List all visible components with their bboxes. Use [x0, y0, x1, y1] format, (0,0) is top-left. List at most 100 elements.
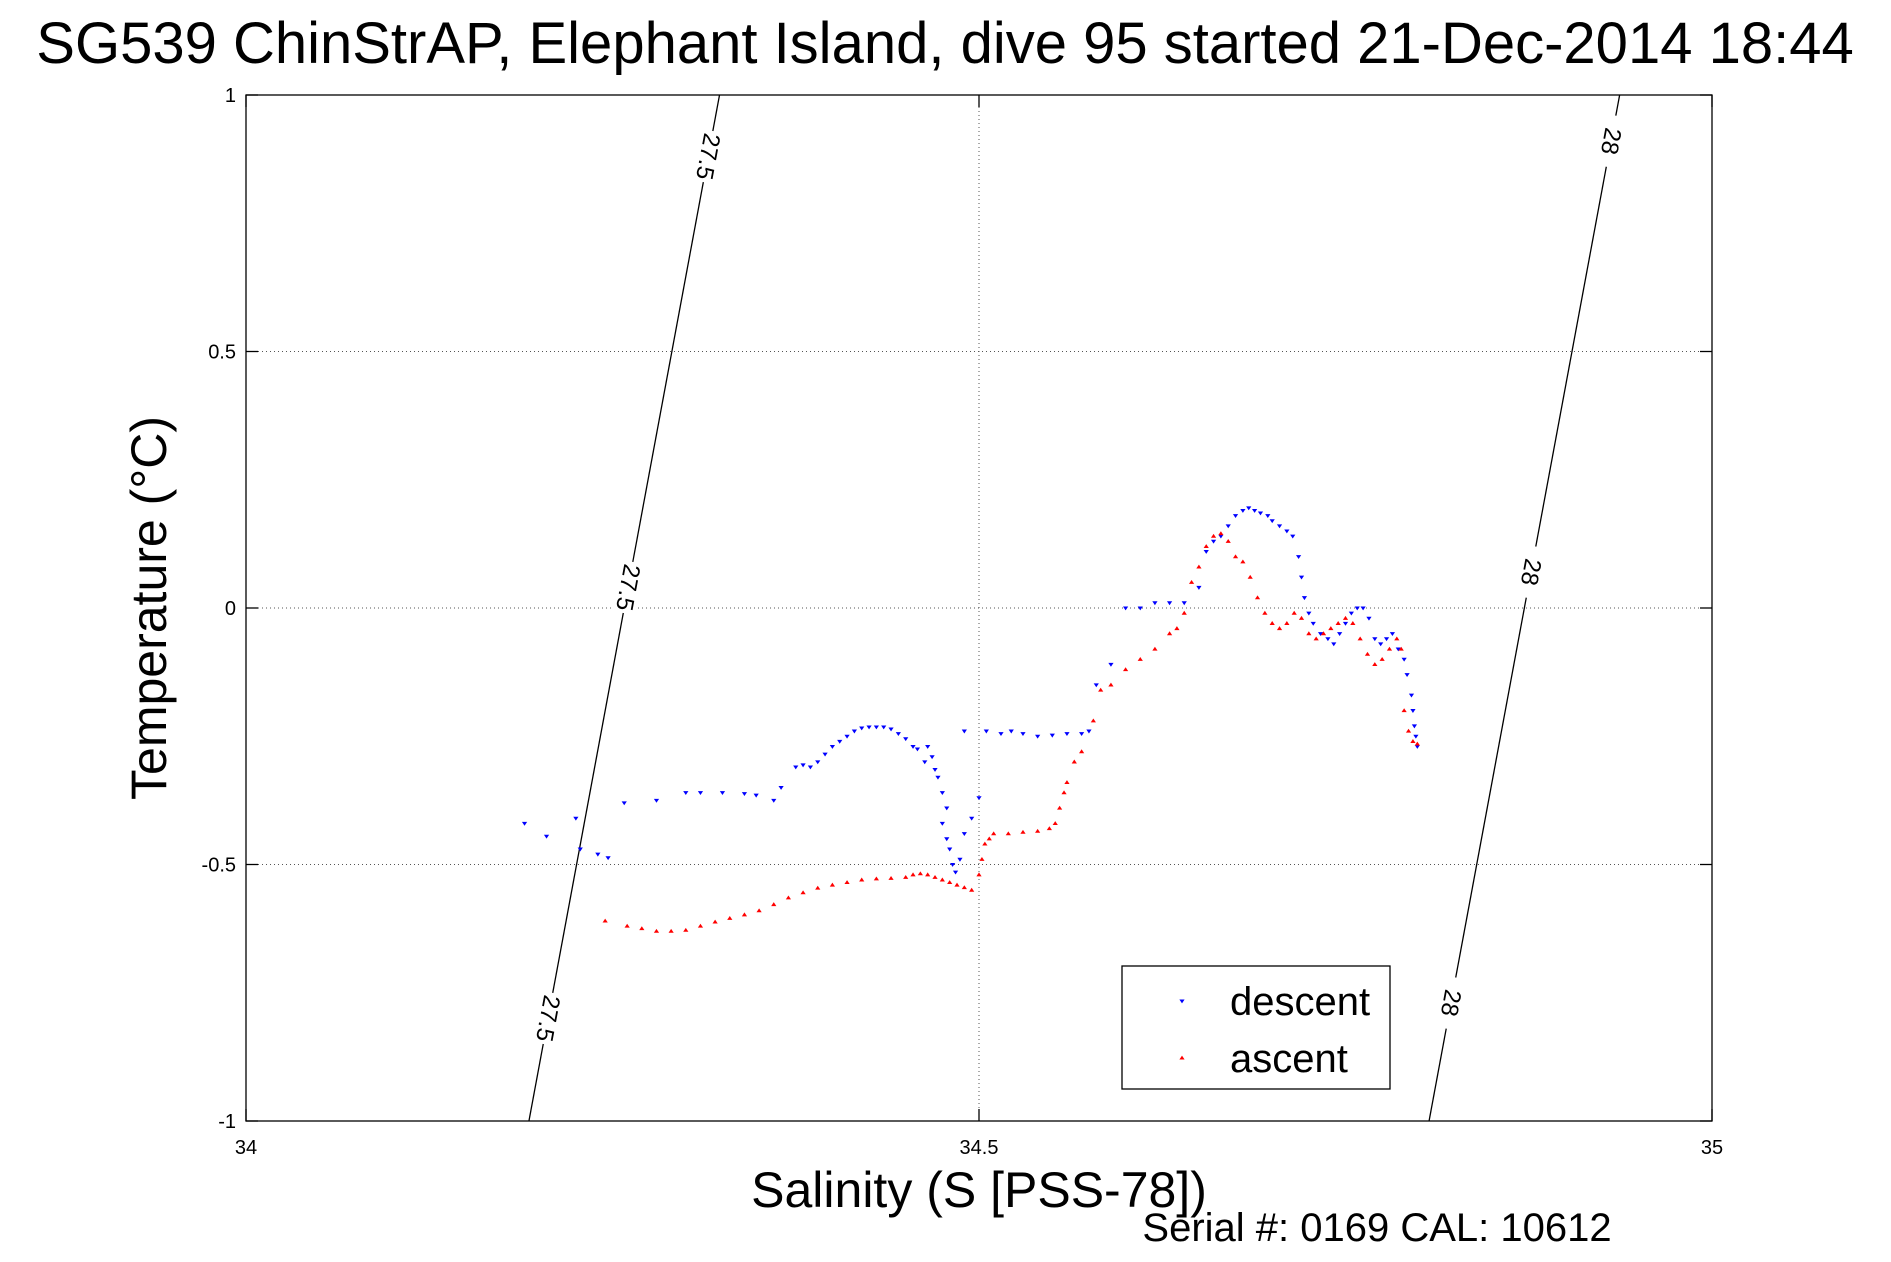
ascent-point — [903, 874, 909, 879]
descent-point — [683, 791, 689, 796]
contour-label-bg — [1593, 113, 1629, 170]
ascent-point — [1181, 610, 1187, 615]
descent-point — [873, 725, 879, 730]
ascent-point — [873, 876, 879, 881]
y-axis-label: Temperature (°C) — [121, 416, 177, 800]
descent-point — [778, 785, 784, 790]
contour-label: 28 — [1435, 987, 1466, 1018]
ascent-point — [1137, 656, 1143, 661]
descent-point — [1389, 632, 1396, 636]
y-tick-label: 0 — [225, 598, 236, 620]
x-tick-label: 34 — [235, 1137, 257, 1159]
descent-point — [922, 760, 928, 765]
descent-point — [1196, 585, 1202, 590]
descent-point — [1360, 606, 1366, 611]
descent-point — [1265, 514, 1271, 518]
contour-label: 28 — [1595, 125, 1626, 156]
x-tick-label: 34.5 — [960, 1137, 999, 1159]
descent-point — [697, 791, 704, 796]
descent-point — [605, 856, 611, 861]
descent-point — [1252, 508, 1258, 513]
ascent-point — [727, 916, 733, 920]
descent-point — [932, 768, 938, 772]
ascent-point — [712, 919, 718, 924]
ascent-point — [1218, 531, 1224, 536]
ascent-point — [639, 926, 645, 931]
descent-point — [939, 791, 945, 796]
descent-point — [1246, 506, 1252, 511]
descent-point — [1348, 611, 1354, 616]
descent-point — [573, 816, 579, 821]
ascent-point — [1372, 662, 1378, 666]
ascent-point — [1342, 615, 1349, 620]
ascent-point — [1196, 564, 1202, 569]
descent-point — [1079, 732, 1085, 737]
descent-point — [1310, 621, 1316, 626]
descent-point — [914, 747, 921, 752]
ascent-point — [844, 880, 850, 885]
ascent-point — [1262, 610, 1268, 615]
descent-point — [910, 744, 916, 749]
ascent-point — [815, 885, 821, 890]
descent-point — [1342, 621, 1349, 626]
ascent-point — [1298, 615, 1305, 620]
contour-label: 27.5 — [690, 131, 725, 182]
ascent-point — [1313, 636, 1319, 641]
descent-point — [1218, 534, 1224, 539]
descent-point — [621, 801, 627, 806]
ascent-point — [982, 841, 988, 846]
ascent-point — [1328, 626, 1334, 631]
descent-point — [929, 755, 935, 760]
ascent-point — [1350, 621, 1356, 625]
ascent-point — [925, 872, 931, 877]
ascent-point — [986, 836, 992, 841]
legend-descent-label: descent — [1230, 980, 1370, 1024]
ascent-point — [1254, 595, 1261, 600]
ascent-point — [859, 877, 865, 882]
descent-point — [976, 796, 982, 801]
ascent-point — [917, 871, 923, 876]
ascent-point — [1394, 636, 1400, 641]
descent-point — [888, 727, 894, 732]
descent-point — [961, 729, 967, 734]
ascent-point — [1379, 656, 1385, 661]
descent-point — [851, 729, 857, 734]
descent-point — [998, 732, 1004, 737]
descent-point — [1366, 616, 1372, 621]
contour-label-bg — [1433, 975, 1469, 1031]
ascent-point — [1276, 626, 1283, 631]
descent-point — [1203, 550, 1209, 554]
descent-point — [1290, 534, 1296, 539]
descent-point — [1404, 673, 1410, 678]
descent-point — [1137, 606, 1143, 611]
descent-point — [1269, 519, 1275, 524]
descent-point — [1020, 732, 1026, 737]
ascent-point — [888, 876, 894, 880]
descent-point — [577, 847, 583, 852]
descent-point — [1317, 632, 1324, 636]
ascent-point — [1240, 559, 1246, 564]
ascent-point — [1335, 621, 1341, 625]
descent-point — [1295, 555, 1302, 560]
descent-point — [1225, 524, 1231, 529]
ascent-point — [1071, 759, 1077, 764]
ascent-point — [939, 877, 945, 882]
descent-point — [1411, 724, 1418, 729]
ascent-point — [1210, 533, 1217, 538]
descent-point — [1306, 611, 1312, 616]
legend-ascent-label: ascent — [1230, 1037, 1348, 1081]
ascent-point — [1386, 646, 1393, 651]
descent-point — [903, 737, 909, 742]
contour-label-bg — [690, 128, 726, 185]
descent-point — [1152, 601, 1158, 606]
descent-point — [866, 725, 872, 730]
descent-point — [895, 732, 901, 737]
contour-label-bg — [610, 559, 646, 616]
descent-point — [961, 832, 967, 837]
ascent-point — [771, 902, 777, 907]
serial-footer: Serial #: 0169 CAL: 10612 — [1142, 1206, 1611, 1250]
ascent-point — [954, 882, 960, 887]
contour-label-bg — [530, 990, 566, 1047]
descent-point — [741, 792, 748, 797]
ascent-point — [961, 885, 967, 890]
